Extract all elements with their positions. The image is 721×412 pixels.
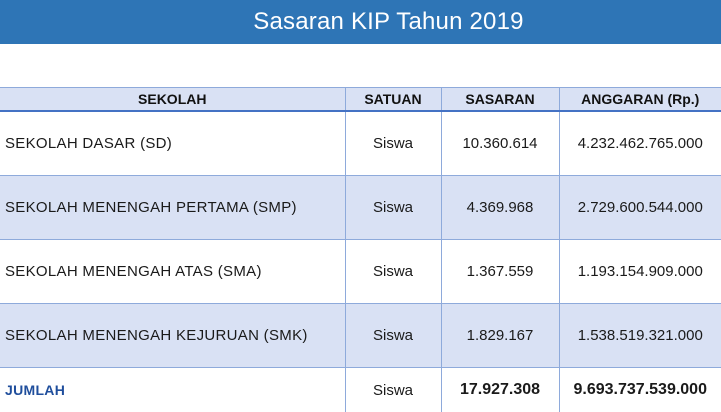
unit-cell: Siswa <box>345 240 441 304</box>
unit-cell: Siswa <box>345 176 441 240</box>
total-row: JUMLAH Siswa 17.927.308 9.693.737.539.00… <box>0 368 721 412</box>
table-header-row: SEKOLAH SATUAN SASARAN ANGGARAN (Rp.) <box>0 88 721 112</box>
table-row: SEKOLAH DASAR (SD) Siswa 10.360.614 4.23… <box>0 111 721 176</box>
budget-cell: 1.193.154.909.000 <box>559 240 721 304</box>
total-label: JUMLAH <box>0 368 345 412</box>
school-cell: SEKOLAH DASAR (SD) <box>0 111 345 176</box>
target-cell: 1.829.167 <box>441 304 559 368</box>
total-target: 17.927.308 <box>441 368 559 412</box>
total-unit: Siswa <box>345 368 441 412</box>
target-cell: 4.369.968 <box>441 176 559 240</box>
unit-cell: Siswa <box>345 111 441 176</box>
page-title: Sasaran KIP Tahun 2019 <box>253 8 523 36</box>
table-row: SEKOLAH MENENGAH ATAS (SMA) Siswa 1.367.… <box>0 240 721 304</box>
header-anggaran: ANGGARAN (Rp.) <box>559 88 721 112</box>
title-bar: Sasaran KIP Tahun 2019 <box>0 0 721 44</box>
budget-cell: 1.538.519.321.000 <box>559 304 721 368</box>
target-cell: 10.360.614 <box>441 111 559 176</box>
budget-cell: 2.729.600.544.000 <box>559 176 721 240</box>
school-cell: SEKOLAH MENENGAH KEJURUAN (SMK) <box>0 304 345 368</box>
header-sasaran: SASARAN <box>441 88 559 112</box>
table-row: SEKOLAH MENENGAH KEJURUAN (SMK) Siswa 1.… <box>0 304 721 368</box>
header-satuan: SATUAN <box>345 88 441 112</box>
target-cell: 1.367.559 <box>441 240 559 304</box>
budget-cell: 4.232.462.765.000 <box>559 111 721 176</box>
kip-target-table: SEKOLAH SATUAN SASARAN ANGGARAN (Rp.) SE… <box>0 87 721 412</box>
table-row: SEKOLAH MENENGAH PERTAMA (SMP) Siswa 4.3… <box>0 176 721 240</box>
school-cell: SEKOLAH MENENGAH ATAS (SMA) <box>0 240 345 304</box>
total-budget: 9.693.737.539.000 <box>559 368 721 412</box>
header-sekolah: SEKOLAH <box>0 88 345 112</box>
unit-cell: Siswa <box>345 304 441 368</box>
school-cell: SEKOLAH MENENGAH PERTAMA (SMP) <box>0 176 345 240</box>
